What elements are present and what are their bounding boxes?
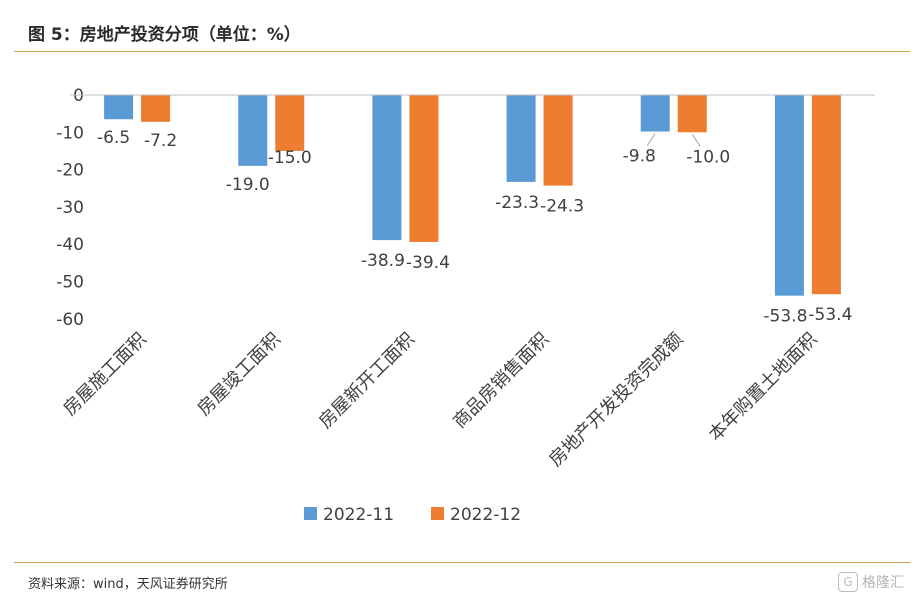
data-labels: -6.5 -7.2 -19.0 -15.0 -38.9 -39.4 -23.3 -24.3 -9… <box>97 128 852 326</box>
bar-series2 <box>141 95 171 122</box>
bar-series2 <box>543 95 573 186</box>
data-label: -53.8 <box>763 307 807 327</box>
legend-swatch <box>304 507 317 520</box>
bar-series1 <box>238 95 268 166</box>
watermark-logo-icon: G <box>838 572 858 592</box>
leader-line <box>691 134 701 147</box>
data-label: -38.9 <box>361 251 405 271</box>
source-note: 资料来源：wind，天风证券研究所 <box>28 577 228 592</box>
x-category-label: 商品房销售面积 <box>449 329 553 433</box>
bar-series2 <box>275 95 305 151</box>
bar-series2 <box>409 95 439 242</box>
data-label: -10.0 <box>686 147 730 167</box>
bar-series1 <box>372 95 402 241</box>
bar-series2 <box>811 95 841 295</box>
legend-label: 2022-12 <box>450 505 521 525</box>
y-tick-label: -30 <box>56 198 84 218</box>
data-label: -15.0 <box>268 148 312 168</box>
bar-series1 <box>104 95 134 120</box>
y-tick-label: -40 <box>56 235 84 255</box>
bars <box>104 95 841 296</box>
bar-series1 <box>774 95 804 296</box>
x-category-label: 房屋新开工面积 <box>315 329 419 433</box>
y-tick-label: -60 <box>56 310 84 330</box>
y-tick-label: -10 <box>56 123 84 143</box>
bar-series1 <box>640 95 670 132</box>
y-tick-label: -50 <box>56 273 84 293</box>
y-axis: 0 -10 -20 -30 -40 -50 -60 <box>56 86 84 330</box>
legend: 2022-11 2022-12 <box>304 505 521 525</box>
x-category-label: 房屋施工面积 <box>59 329 150 420</box>
data-label: -9.8 <box>623 147 656 167</box>
bar-chart: 0 -10 -20 -30 -40 -50 -60 -6.5 -7.2 -19.0 -15.0 -3… <box>56 86 875 525</box>
data-label: -23.3 <box>495 193 539 213</box>
legend-label: 2022-11 <box>323 505 394 525</box>
y-tick-label: 0 <box>73 86 84 106</box>
data-label: -7.2 <box>144 131 177 151</box>
bar-series1 <box>506 95 536 182</box>
bar-series2 <box>677 95 707 133</box>
y-tick-label: -20 <box>56 161 84 181</box>
watermark: G 格隆汇 <box>838 572 904 592</box>
data-label: -19.0 <box>226 175 270 195</box>
label-leader-lines <box>646 133 701 147</box>
x-category-label: 本年购置土地面积 <box>705 329 822 446</box>
legend-swatch <box>431 507 444 520</box>
leader-line <box>646 133 656 146</box>
x-category-label: 房屋竣工面积 <box>194 329 285 420</box>
chart-title: 图 5：房地产投资分项（单位：%） <box>28 25 301 45</box>
bottom-divider <box>14 562 910 563</box>
data-label: -6.5 <box>97 128 130 148</box>
data-label: -24.3 <box>540 197 584 217</box>
data-label: -39.4 <box>406 253 450 273</box>
top-divider <box>14 51 910 52</box>
watermark-text: 格隆汇 <box>862 575 904 591</box>
data-label: -53.4 <box>808 305 852 325</box>
x-category-label: 房地产开发投资完成额 <box>545 329 687 471</box>
